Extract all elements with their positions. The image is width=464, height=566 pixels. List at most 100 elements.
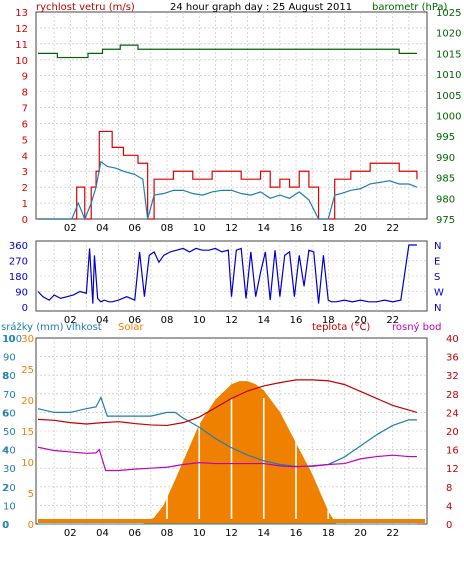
wind-tick-label: 1 (22, 199, 28, 210)
series-wind (38, 160, 418, 221)
rain-tick-label: 0 (2, 520, 8, 531)
x-tick-label: 18 (322, 223, 335, 234)
solar-tick-label: 20 (21, 396, 34, 407)
x-tick-label: 10 (193, 315, 206, 326)
wind-tick-label: 11 (15, 40, 28, 51)
rain-axis-label: srážky (mm) (1, 321, 64, 333)
wind-tick-label: 7 (22, 104, 28, 115)
x-tick-label: 08 (161, 528, 174, 539)
x-tick-label: 22 (386, 528, 399, 539)
pressure-tick-label: 980 (436, 194, 455, 205)
x-tick-label: 02 (64, 528, 77, 539)
direction-tick-label: 270 (9, 257, 28, 268)
rain-tick-label: 8 (2, 371, 8, 382)
wind-tick-label: 5 (22, 135, 28, 146)
x-tick-label: 22 (386, 315, 399, 326)
humidity-tick-label: 20 (3, 483, 16, 494)
solar-tick-label: 0 (28, 520, 34, 531)
humidity-axis-label: vlhkost (66, 322, 102, 333)
series-barometr (38, 44, 417, 59)
temperature-tick-label: 8 (446, 483, 452, 494)
solar-tick-label: 25 (21, 365, 34, 376)
temperature-tick-label: 0 (446, 520, 452, 531)
pressure-tick-label: 975 (436, 215, 455, 226)
series-gust (38, 130, 418, 220)
chart-marks (37, 44, 425, 525)
x-tick-label: 20 (354, 528, 367, 539)
temperature-tick-label: 20 (446, 427, 459, 438)
chart-title: 24 hour graph day : 25 August 2011 (170, 2, 352, 13)
dewpoint-axis-label: rosný bod (392, 321, 441, 333)
x-tick-label: 14 (257, 315, 270, 326)
x-tick-label: 12 (225, 528, 238, 539)
wind-tick-label: 9 (22, 72, 28, 83)
pressure-tick-label: 1000 (436, 112, 461, 123)
compass-tick-label: N (434, 241, 441, 252)
wind-tick-label: 12 (15, 24, 28, 35)
series-temperature (37, 379, 418, 427)
x-tick-label: 16 (290, 315, 303, 326)
series-solar-baseline (38, 519, 425, 523)
compass-tick-label: S (434, 272, 440, 283)
humidity-tick-label: 0 (3, 520, 9, 531)
x-tick-label: 18 (322, 528, 335, 539)
pressure-tick-label: 995 (436, 132, 455, 143)
wind-chart-frame (35, 11, 428, 220)
rain-tick-label: 6 (2, 408, 8, 419)
solar-tick-label: 5 (28, 489, 34, 500)
pressure-tick-label: 985 (436, 174, 455, 185)
direction-tick-label: 180 (9, 272, 28, 283)
x-tick-label: 20 (354, 223, 367, 234)
direction-tick-label: 360 (9, 241, 28, 252)
pressure-tick-label: 1020 (436, 29, 461, 40)
pressure-axis-label: barometr (hPa) (372, 2, 448, 13)
solar-axis-label: Solar (118, 322, 144, 333)
compass-tick-label: W (434, 288, 444, 299)
pressure-tick-label: 1015 (436, 49, 461, 60)
humidity-tick-label: 60 (3, 408, 16, 419)
temperature-axis-label: teplota (°C) (312, 322, 370, 333)
x-tick-label: 12 (225, 223, 238, 234)
x-tick-label: 16 (290, 223, 303, 234)
humidity-tick-label: 70 (3, 390, 16, 401)
x-tick-label: 06 (128, 223, 141, 234)
x-tick-label: 14 (257, 528, 270, 539)
temperature-tick-label: 16 (446, 446, 459, 457)
x-tick-label: 20 (354, 315, 367, 326)
temperature-tick-label: 40 (446, 334, 459, 345)
rain-tick-label: 10 (2, 334, 15, 345)
x-tick-label: 22 (386, 223, 399, 234)
x-tick-label: 10 (193, 528, 206, 539)
wind-tick-label: 10 (15, 56, 28, 67)
pressure-tick-label: 1005 (436, 91, 461, 102)
temperature-tick-label: 24 (446, 408, 459, 419)
humidity-tick-label: 100 (3, 334, 22, 345)
series-wind-direction (37, 244, 417, 304)
humidity-tick-label: 90 (3, 353, 16, 364)
solar-tick-label: 15 (21, 427, 34, 438)
wind-axis-label: rychlost vetru (m/s) (36, 2, 135, 13)
wind-tick-label: 3 (22, 167, 28, 178)
solar-tick-label: 10 (21, 458, 34, 469)
wind-tick-label: 4 (22, 151, 28, 162)
wind-tick-label: 6 (22, 119, 28, 130)
x-tick-label: 10 (193, 223, 206, 234)
rain-tick-label: 4 (2, 446, 8, 457)
direction-tick-label: 90 (15, 288, 28, 299)
wind-tick-label: 2 (22, 183, 28, 194)
direction-tick-label: 0 (22, 303, 28, 314)
x-tick-label: 02 (64, 223, 77, 234)
x-tick-label: 02 (64, 315, 77, 326)
humidity-tick-label: 10 (3, 501, 16, 512)
x-tick-label: 14 (257, 223, 270, 234)
wind-tick-label: 13 (15, 8, 28, 19)
temperature-tick-label: 12 (446, 464, 459, 475)
x-tick-label: 16 (290, 528, 303, 539)
humidity-tick-label: 50 (3, 427, 16, 438)
compass-tick-label: N (434, 303, 441, 314)
compass-tick-label: E (434, 257, 440, 268)
pressure-tick-label: 1010 (436, 70, 461, 81)
